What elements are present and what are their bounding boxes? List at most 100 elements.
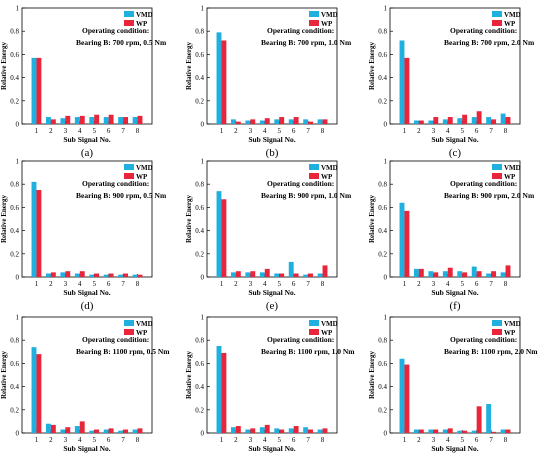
bar-wp	[108, 114, 114, 124]
x-tick-label: 7	[489, 127, 493, 135]
legend-label-vmd: VMD	[136, 11, 153, 19]
bar-vmd	[216, 191, 222, 277]
bar-vmd	[259, 427, 265, 433]
bar-wp	[250, 271, 256, 277]
y-tick-label: 0.6	[10, 204, 19, 212]
panel-label: (c)	[449, 147, 462, 159]
legend-swatch-wp	[492, 173, 502, 179]
x-tick-label: 5	[460, 280, 464, 288]
y-tick-label: 0.8	[378, 181, 387, 189]
x-tick-label: 4	[78, 280, 82, 288]
bar-wp	[308, 273, 314, 277]
bar-wp	[308, 429, 314, 433]
legend-swatch-wp	[124, 329, 134, 335]
x-tick-label: 5	[92, 280, 96, 288]
bar-vmd	[457, 271, 463, 277]
bar-vmd	[428, 120, 434, 124]
bar-vmd	[74, 426, 80, 433]
bar-wp	[123, 117, 129, 124]
y-tick-label: 0.4	[378, 383, 387, 391]
annotation-title: Operating condition:	[267, 179, 334, 188]
plot-frame	[21, 7, 153, 125]
bar-wp	[94, 114, 100, 124]
y-tick-label: 0.6	[378, 51, 387, 59]
annotation-text: Bearing B: 700 rpm, 0.5 Nm	[76, 38, 167, 47]
x-tick-label: 5	[92, 436, 96, 444]
y-tick-label: 0.6	[195, 51, 204, 59]
x-tick-label: 4	[263, 280, 267, 288]
bar-wp	[50, 119, 56, 124]
plot-frame	[206, 316, 338, 434]
annotation-text: Bearing B: 700 rpm, 2.0 Nm	[444, 38, 535, 47]
legend-label-wp: WP	[136, 173, 148, 181]
panel-label: (d)	[81, 300, 94, 312]
bar-wp	[418, 268, 424, 277]
bar-wp	[123, 429, 129, 433]
legend-label-vmd: VMD	[504, 164, 521, 172]
x-tick-label: 1	[403, 436, 407, 444]
y-tick-label: 0	[201, 121, 205, 129]
bar-wp	[433, 117, 439, 124]
plot-frame	[206, 7, 338, 125]
bar-vmd	[303, 274, 309, 277]
y-tick-label: 0.4	[195, 227, 204, 235]
bar-wp	[137, 274, 143, 277]
x-tick-label: 1	[35, 280, 39, 288]
y-tick-label: 0.8	[10, 181, 19, 189]
y-tick-label: 0	[384, 121, 388, 129]
chart-panel: 0 0.2 0.4 0.6 0.8 1 1 2 3 4 5 6 7 8 Sub Signal No. Rela…	[368, 5, 535, 160]
legend-swatch-vmd	[124, 164, 134, 170]
bar-vmd	[274, 273, 280, 277]
x-tick-label: 8	[321, 280, 325, 288]
y-tick-label: 1	[384, 5, 388, 13]
y-tick-label: 0.4	[10, 383, 19, 391]
bar-vmd	[103, 274, 109, 277]
annotation-title: Operating condition:	[450, 179, 517, 188]
x-tick-label: 2	[49, 436, 53, 444]
y-tick-label: 0.6	[195, 360, 204, 368]
y-axis-label: Relative Energy	[368, 41, 376, 90]
x-tick-label: 3	[64, 436, 68, 444]
panel-label: (a)	[81, 147, 94, 159]
chart-panel: 0 0.2 0.4 0.6 0.8 1 1 2 3 4 5 6 7 8 Sub Signal No. Rela…	[185, 158, 352, 313]
x-tick-label: 5	[460, 436, 464, 444]
x-tick-label: 4	[78, 436, 82, 444]
x-tick-label: 8	[504, 436, 508, 444]
bar-wp	[108, 273, 114, 277]
legend-swatch-wp	[309, 20, 319, 26]
bar-vmd	[486, 404, 492, 433]
y-axis-label: Relative Energy	[185, 41, 193, 90]
bar-wp	[491, 119, 497, 124]
bar-vmd	[60, 118, 66, 124]
bar-wp	[308, 121, 314, 124]
bar-wp	[279, 117, 285, 124]
bar-vmd	[317, 273, 323, 277]
bar-vmd	[60, 429, 66, 433]
x-tick-label: 4	[446, 436, 450, 444]
bar-wp	[491, 431, 497, 433]
y-tick-label: 1	[201, 314, 205, 322]
bar-vmd	[245, 272, 251, 277]
chart-panel: 0 0.2 0.4 0.6 0.8 1 1 2 3 4 5 6 7 8 Sub Signal No. Rela…	[368, 314, 538, 454]
bar-wp	[137, 115, 143, 124]
bar-wp	[36, 57, 42, 124]
chart-panel: 0 0.2 0.4 0.6 0.8 1 1 2 3 4 5 6 7 8 Sub Signal No. Rela…	[185, 314, 355, 454]
bar-wp	[264, 424, 270, 433]
x-tick-label: 8	[136, 127, 140, 135]
bar-vmd	[303, 427, 309, 433]
x-axis-label: Sub Signal No.	[431, 288, 478, 297]
x-tick-label: 2	[49, 127, 53, 135]
y-tick-label: 0.8	[195, 181, 204, 189]
x-tick-label: 8	[504, 127, 508, 135]
x-tick-label: 6	[475, 436, 479, 444]
bar-vmd	[486, 117, 492, 124]
y-tick-label: 0	[384, 274, 388, 282]
legend-swatch-vmd	[124, 11, 134, 17]
bar-vmd	[471, 117, 477, 124]
x-tick-label: 2	[417, 436, 421, 444]
plot-frame	[206, 160, 338, 278]
bar-vmd	[413, 120, 419, 124]
bar-vmd	[132, 429, 138, 433]
x-tick-label: 5	[460, 127, 464, 135]
bar-vmd	[60, 272, 66, 277]
